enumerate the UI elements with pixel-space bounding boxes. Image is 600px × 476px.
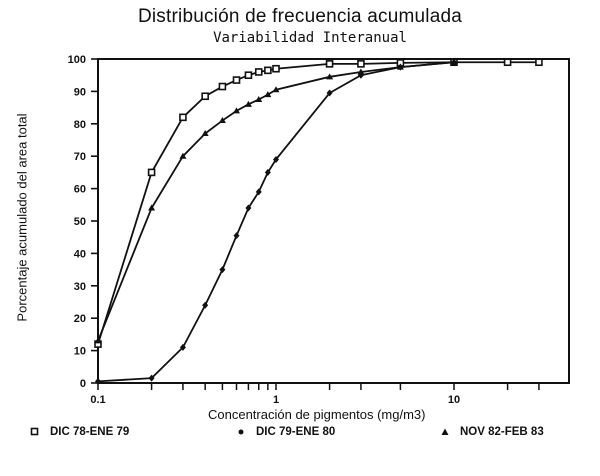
x-axis-label: Concentración de pigmentos (mg/m3) bbox=[208, 407, 426, 422]
square-marker-icon bbox=[30, 427, 39, 436]
plot-frame bbox=[97, 58, 570, 384]
diamond-marker bbox=[245, 204, 252, 212]
diamond-marker bbox=[255, 188, 262, 196]
legend-item-nov82: NOV 82-FEB 83 bbox=[440, 426, 544, 438]
diamond-marker bbox=[264, 168, 271, 176]
y-tick-label: 100 bbox=[68, 54, 86, 66]
triangle-marker bbox=[201, 130, 209, 137]
legend-label: NOV 82-FEB 83 bbox=[460, 426, 544, 438]
triangle-marker bbox=[218, 117, 226, 124]
legend-label: DIC 78-ENE 79 bbox=[50, 426, 130, 438]
triangle-marker bbox=[326, 73, 334, 80]
diamond-marker bbox=[179, 343, 186, 351]
triangle-marker bbox=[357, 68, 365, 75]
square-marker bbox=[147, 168, 156, 177]
y-tick-label: 70 bbox=[74, 151, 86, 163]
y-tick-label: 50 bbox=[74, 216, 86, 228]
y-tick-label: 20 bbox=[74, 313, 86, 325]
chart-subtitle: Variabilidad Interanual bbox=[213, 30, 407, 46]
series-line-1 bbox=[97, 61, 455, 383]
x-tick-label: 10 bbox=[448, 394, 460, 406]
legend-label: DIC 79-ENE 80 bbox=[256, 426, 336, 438]
y-tick-label: 30 bbox=[74, 281, 86, 293]
square-marker bbox=[503, 58, 512, 67]
y-tick-label: 60 bbox=[74, 184, 86, 196]
diamond-marker bbox=[202, 301, 209, 309]
diamond-marker bbox=[219, 266, 226, 274]
triangle-marker-icon bbox=[441, 428, 449, 435]
y-tick-label: 80 bbox=[74, 119, 86, 131]
x-tick-label: 1 bbox=[273, 394, 279, 406]
triangle-marker bbox=[450, 58, 458, 65]
y-tick-label: 10 bbox=[74, 346, 86, 358]
y-tick-label: 0 bbox=[80, 378, 86, 390]
legend-item-dic79: DIC 79-ENE 80 bbox=[236, 426, 335, 438]
triangle-marker bbox=[272, 86, 280, 93]
triangle-marker bbox=[233, 107, 241, 114]
diamond-marker bbox=[273, 155, 279, 163]
square-marker bbox=[244, 71, 253, 79]
diamond-marker-icon bbox=[238, 429, 244, 435]
triangle-marker bbox=[264, 91, 272, 98]
triangle-marker bbox=[396, 63, 404, 70]
square-marker bbox=[535, 58, 543, 67]
triangle-marker bbox=[148, 204, 156, 211]
square-marker bbox=[232, 76, 241, 84]
triangle-marker bbox=[244, 100, 252, 107]
diamond-marker bbox=[148, 374, 155, 382]
chart-title: Distribución de frecuencia acumulada bbox=[137, 6, 463, 27]
square-marker bbox=[325, 60, 334, 68]
series-line-0 bbox=[97, 61, 539, 345]
square-marker bbox=[218, 82, 227, 91]
legend-item-dic78: DIC 78-ENE 79 bbox=[30, 426, 129, 438]
square-marker bbox=[254, 68, 263, 76]
series-line-2 bbox=[97, 61, 455, 342]
diamond-marker bbox=[95, 377, 101, 385]
diamond-marker bbox=[326, 89, 333, 97]
diamond-marker bbox=[233, 232, 240, 240]
square-marker bbox=[264, 66, 272, 75]
square-marker bbox=[272, 64, 280, 73]
x-tick-label: 0.1 bbox=[90, 394, 105, 406]
triangle-marker bbox=[255, 96, 263, 102]
y-tick-label: 90 bbox=[74, 86, 86, 98]
square-marker bbox=[357, 60, 365, 68]
y-axis-label: Porcentaje acumulado del area total bbox=[14, 113, 30, 322]
square-marker bbox=[201, 92, 209, 101]
y-tick-label: 40 bbox=[74, 248, 86, 260]
triangle-marker bbox=[179, 152, 187, 159]
triangle-marker bbox=[94, 337, 102, 344]
square-marker bbox=[179, 113, 187, 122]
